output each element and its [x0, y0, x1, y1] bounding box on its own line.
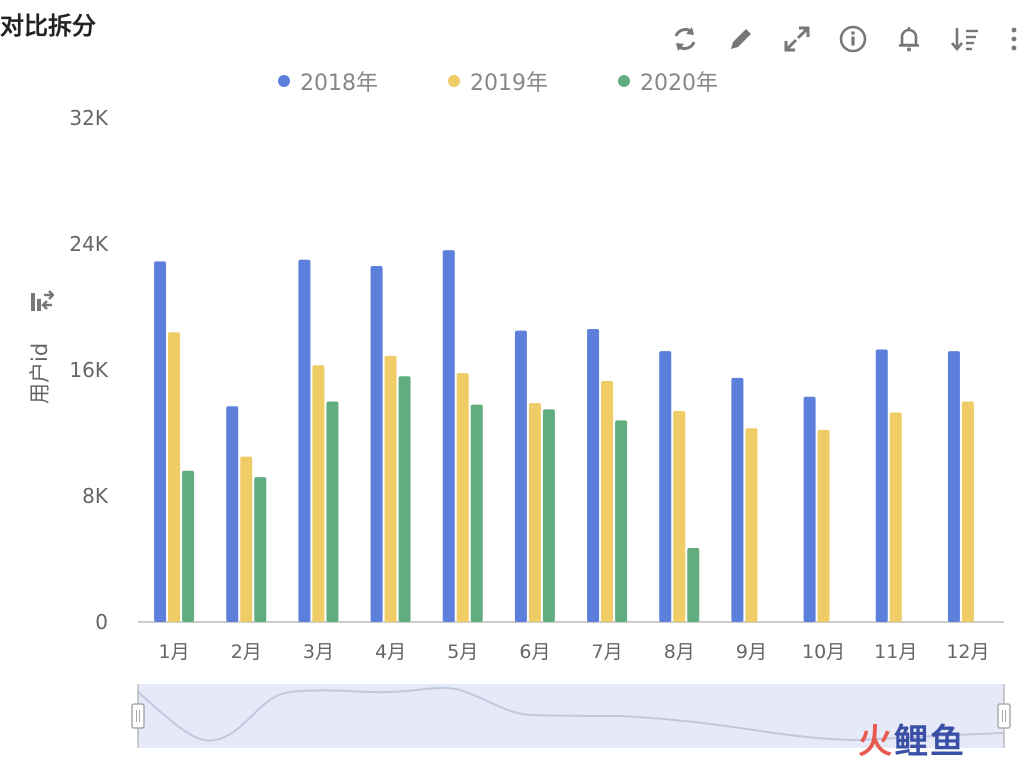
x-tick-label: 9月	[736, 641, 767, 663]
bar-2020年-7月[interactable]	[615, 420, 628, 622]
bar-2018年-3月[interactable]	[298, 259, 311, 622]
bar-2019年-3月[interactable]	[312, 365, 325, 622]
legend-dot-2019	[448, 75, 460, 87]
x-tick-label: 10月	[802, 641, 845, 663]
y-tick-label: 32K	[69, 106, 108, 130]
chart-toolbar	[668, 22, 1024, 56]
bar-2018年-4月[interactable]	[370, 266, 383, 622]
expand-icon[interactable]	[780, 22, 814, 56]
bar-2019年-8月[interactable]	[673, 410, 686, 622]
bar-2018年-2月[interactable]	[226, 406, 239, 622]
bar-2019年-4月[interactable]	[384, 355, 397, 622]
bar-2018年-5月[interactable]	[442, 250, 455, 623]
chart-legend: 2018年 2019年 2020年	[278, 66, 788, 96]
bars	[154, 250, 974, 623]
x-tick-labels: 1月 2月 3月 4月 5月 6月 7月 8月 9月 10月 11月 12月	[159, 641, 990, 663]
legend-dot-2018	[278, 75, 290, 87]
bar-2020年-6月[interactable]	[542, 409, 555, 622]
x-tick-label: 4月	[375, 641, 406, 663]
x-tick-label: 12月	[946, 641, 989, 663]
bell-icon[interactable]	[892, 22, 926, 56]
bar-2019年-7月[interactable]	[601, 381, 614, 622]
refresh-icon[interactable]	[668, 22, 702, 56]
bar-2018年-9月[interactable]	[731, 377, 744, 622]
legend-label-2019: 2019年	[470, 71, 548, 96]
bar-2020年-1月[interactable]	[182, 470, 195, 622]
y-tick-label: 0	[95, 610, 108, 634]
y-tick-label: 16K	[69, 358, 108, 382]
bar-2019年-5月[interactable]	[456, 373, 469, 622]
bar-2020年-2月[interactable]	[254, 477, 267, 622]
zoom-preview-line	[137, 687, 1005, 742]
x-tick-label: 2月	[231, 641, 262, 663]
x-tick-label: 6月	[519, 641, 550, 663]
y-tick-label: 8K	[82, 484, 109, 508]
sort-icon[interactable]	[948, 22, 982, 56]
bar-2018年-11月[interactable]	[875, 349, 888, 622]
bar-2020年-3月[interactable]	[326, 401, 339, 623]
legend-item-2020[interactable]: 2020年	[618, 65, 718, 97]
axis-switch-icon[interactable]	[30, 290, 55, 316]
x-tick-label: 7月	[592, 641, 623, 663]
bar-2019年-2月[interactable]	[240, 456, 253, 622]
bar-2018年-6月[interactable]	[514, 330, 527, 622]
bar-2018年-7月[interactable]	[587, 329, 600, 622]
bar-2018年-12月[interactable]	[947, 351, 960, 622]
bar-2020年-5月[interactable]	[470, 404, 483, 622]
bar-2019年-6月[interactable]	[528, 403, 541, 622]
edit-icon[interactable]	[724, 22, 758, 56]
legend-item-2019[interactable]: 2019年	[448, 65, 548, 97]
info-icon[interactable]	[836, 22, 870, 56]
x-tick-label: 3月	[303, 641, 334, 663]
bar-2020年-8月[interactable]	[687, 547, 700, 622]
zoom-handle-right[interactable]	[997, 684, 1011, 748]
watermark-char-2: 鲤	[894, 722, 930, 762]
bar-2018年-8月[interactable]	[659, 351, 672, 622]
watermark-char-3: 鱼	[930, 722, 966, 762]
x-tick-label: 1月	[159, 641, 190, 663]
legend-label-2020: 2020年	[640, 71, 718, 96]
legend-item-2018[interactable]: 2018年	[278, 65, 378, 97]
bar-2019年-9月[interactable]	[745, 428, 758, 622]
chart-title: 对比拆分	[0, 12, 96, 40]
bar-2020年-4月[interactable]	[398, 376, 411, 622]
bar-2018年-1月[interactable]	[154, 261, 167, 622]
x-tick-label: 5月	[447, 641, 478, 663]
x-tick-label: 8月	[664, 641, 695, 663]
legend-dot-2020	[618, 75, 630, 87]
data-zoom-slider[interactable]	[131, 684, 1011, 748]
bar-2018年-10月[interactable]	[803, 396, 816, 622]
y-tick-label: 24K	[69, 232, 108, 256]
bar-2019年-11月[interactable]	[889, 412, 902, 622]
legend-label-2018: 2018年	[300, 71, 378, 96]
bar-2019年-1月[interactable]	[168, 332, 181, 622]
watermark-logo: 火鲤鱼	[858, 714, 966, 763]
more-icon[interactable]	[1004, 22, 1024, 56]
zoom-handle-left[interactable]	[131, 684, 145, 748]
y-tick-labels: 0 8K 16K 24K 32K	[69, 106, 108, 634]
bar-2019年-12月[interactable]	[961, 401, 974, 623]
x-tick-label: 11月	[874, 641, 917, 663]
bar-2019年-10月[interactable]	[817, 429, 830, 622]
watermark-char-1: 火	[858, 722, 894, 762]
